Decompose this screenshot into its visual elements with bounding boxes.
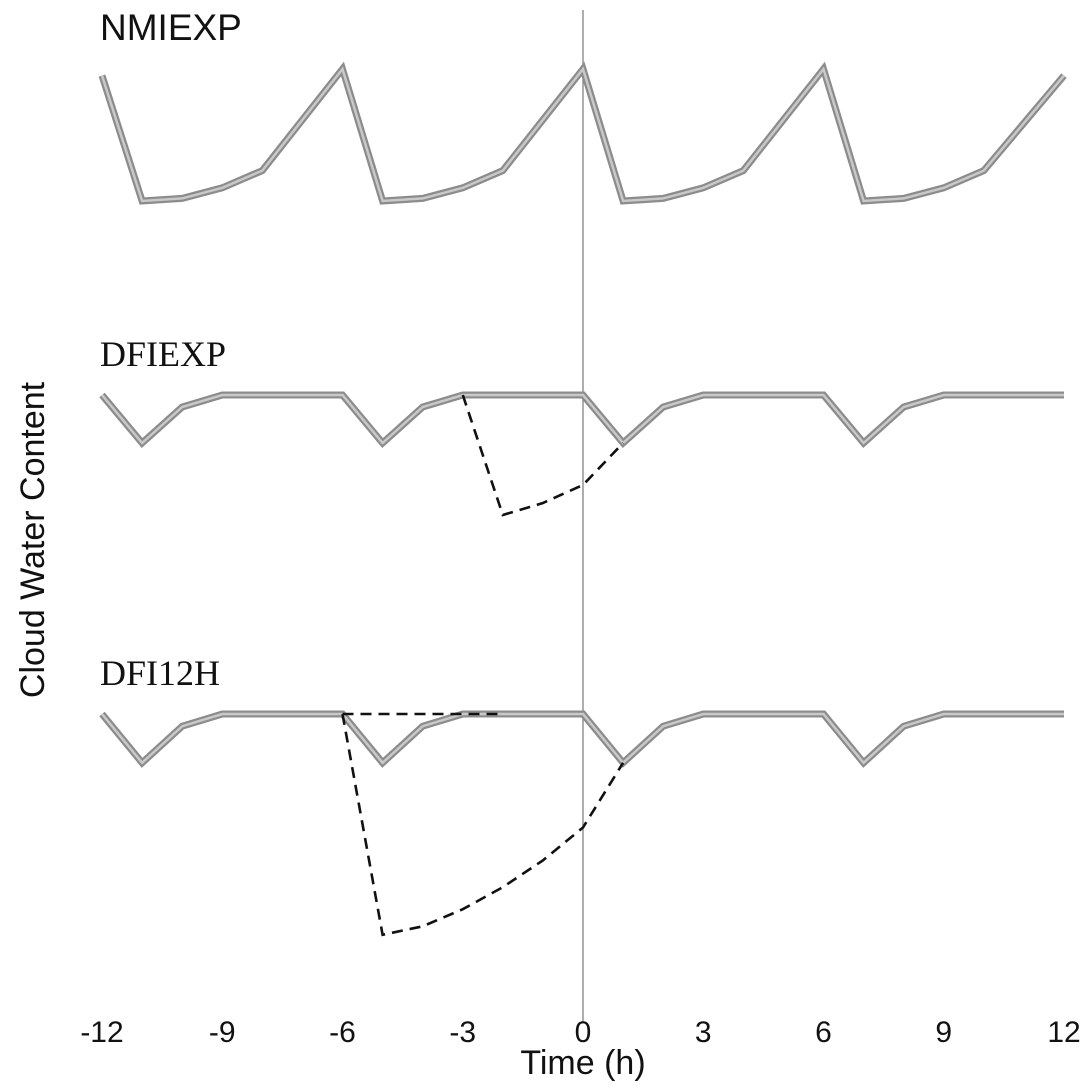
series-line-highlight-dfiexp-0 [101, 393, 1064, 445]
x-tick-label: 12 [1047, 1016, 1080, 1049]
x-axis-ticks: -12 -9 -6 -3 0 3 6 9 12 [80, 1016, 1080, 1049]
dashed-line-dfiexp-1 [461, 394, 625, 517]
panel-label-nmiexp: NMIEXP [100, 7, 242, 48]
x-tick-label: 3 [695, 1016, 712, 1049]
panel-label-dfi12h: DFI12H [100, 653, 220, 693]
series-line-highlight-nmiexp-0 [100, 66, 1065, 203]
x-tick-label: -3 [449, 1016, 476, 1049]
x-tick-label: -12 [80, 1016, 123, 1049]
x-tick-label: 6 [815, 1016, 832, 1049]
x-axis-label: Time (h) [520, 1044, 645, 1082]
panel-label-dfiexp: DFIEXP [100, 334, 226, 374]
panel-nmiexp: NMIEXP [98, 7, 1067, 205]
dashed-line-dfi12h-2 [341, 713, 625, 937]
x-tick-label: 9 [935, 1016, 952, 1049]
x-tick-label: -6 [329, 1016, 356, 1049]
panel-dfiexp: DFIEXP [99, 334, 1064, 517]
panel-dfi12h: DFI12H [99, 653, 1064, 937]
y-axis-label: Cloud Water Content [14, 381, 52, 698]
x-tick-label: -9 [209, 1016, 236, 1049]
x-tick-label: 0 [575, 1016, 592, 1049]
series-line-highlight-dfi12h-0 [101, 712, 1064, 765]
